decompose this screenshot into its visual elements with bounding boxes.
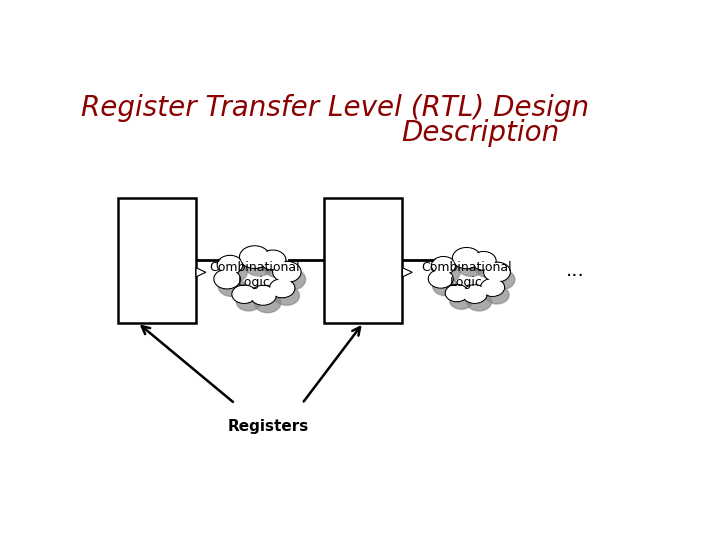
Bar — [118, 198, 196, 322]
Circle shape — [452, 247, 481, 269]
Text: Registers: Registers — [228, 419, 309, 434]
Circle shape — [432, 257, 454, 274]
Circle shape — [236, 293, 261, 311]
Circle shape — [240, 247, 269, 267]
Circle shape — [446, 285, 467, 301]
Circle shape — [480, 279, 505, 296]
Circle shape — [273, 261, 301, 282]
Circle shape — [428, 269, 454, 288]
Circle shape — [482, 279, 503, 296]
Circle shape — [429, 270, 452, 287]
Text: Combinational
Logic: Combinational Logic — [421, 261, 512, 289]
Circle shape — [250, 285, 276, 305]
Circle shape — [456, 255, 485, 276]
Circle shape — [215, 270, 239, 288]
Polygon shape — [402, 268, 413, 277]
Circle shape — [214, 269, 240, 289]
Circle shape — [244, 253, 274, 276]
Circle shape — [222, 263, 247, 282]
Circle shape — [462, 285, 487, 303]
Circle shape — [251, 286, 275, 305]
Circle shape — [217, 255, 243, 274]
Circle shape — [261, 251, 285, 269]
Circle shape — [431, 256, 456, 274]
Circle shape — [274, 286, 300, 305]
Polygon shape — [196, 268, 206, 277]
Text: Register Transfer Level (RTL) Design: Register Transfer Level (RTL) Design — [81, 94, 590, 123]
Circle shape — [218, 276, 245, 296]
Circle shape — [484, 262, 510, 282]
Circle shape — [232, 285, 256, 303]
Circle shape — [463, 286, 486, 302]
Circle shape — [485, 263, 509, 281]
Circle shape — [472, 252, 495, 269]
Circle shape — [467, 292, 492, 311]
Text: ...: ... — [566, 261, 585, 280]
Circle shape — [264, 258, 290, 278]
Circle shape — [485, 286, 509, 304]
Text: Description: Description — [402, 119, 559, 147]
Circle shape — [277, 269, 305, 290]
Circle shape — [270, 279, 294, 297]
Circle shape — [436, 264, 460, 282]
Circle shape — [240, 246, 270, 268]
Circle shape — [445, 285, 469, 302]
Circle shape — [471, 252, 496, 270]
Circle shape — [218, 256, 242, 274]
Circle shape — [433, 277, 458, 295]
Circle shape — [454, 248, 480, 268]
Circle shape — [259, 250, 286, 270]
Circle shape — [269, 279, 295, 298]
Text: Combinational
Logic: Combinational Logic — [210, 261, 300, 289]
Circle shape — [233, 286, 256, 303]
Circle shape — [254, 293, 281, 313]
Circle shape — [274, 262, 300, 282]
Bar — [324, 198, 402, 322]
Circle shape — [476, 259, 500, 278]
Circle shape — [450, 292, 473, 309]
Circle shape — [488, 269, 515, 289]
